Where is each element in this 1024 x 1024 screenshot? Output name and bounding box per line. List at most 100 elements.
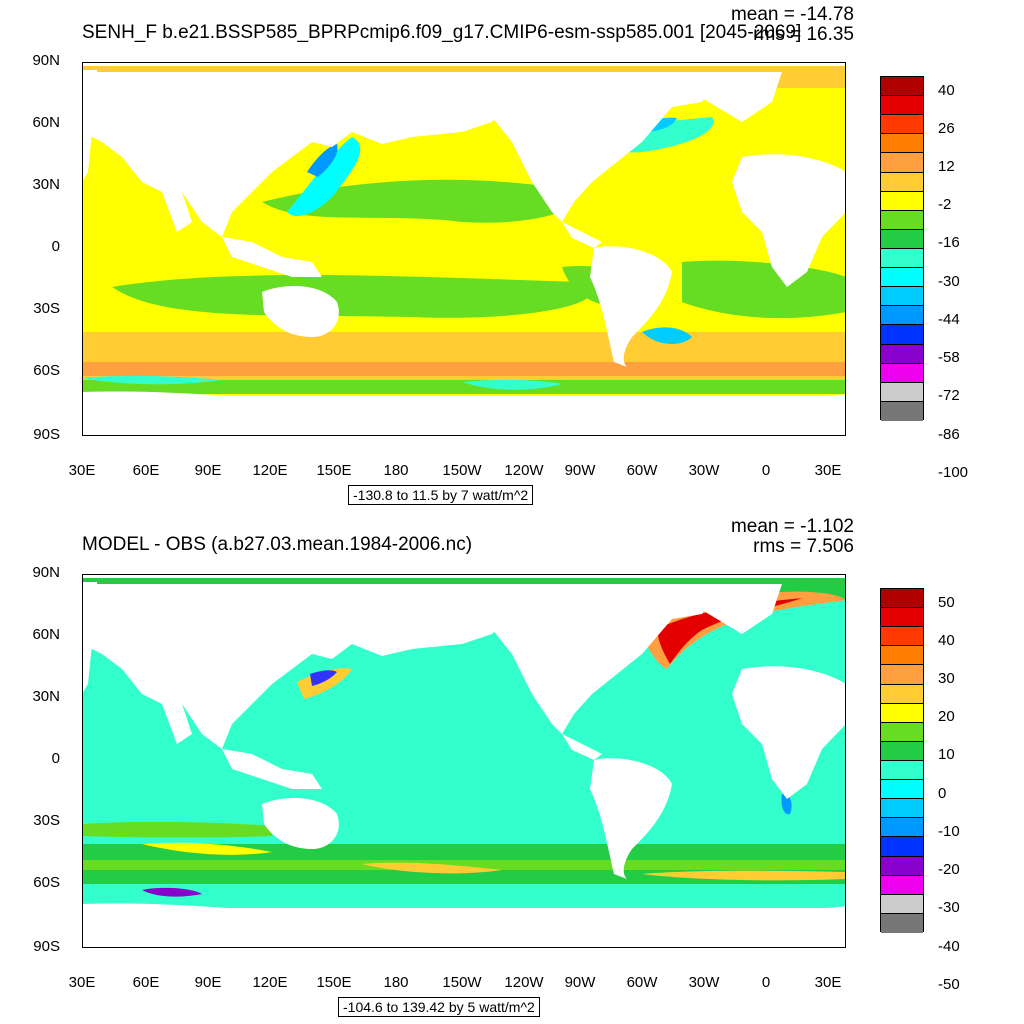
legend-label: -58 bbox=[938, 349, 960, 367]
legend-swatch bbox=[881, 913, 923, 933]
lat-label: 60S bbox=[33, 874, 60, 891]
legend-swatch bbox=[881, 646, 923, 666]
legend-swatch bbox=[881, 344, 923, 364]
legend-swatch bbox=[881, 856, 923, 876]
legend-label: -10 bbox=[938, 822, 960, 840]
legend-label: 26 bbox=[938, 119, 955, 137]
lon-label: 150W bbox=[442, 462, 482, 479]
legend-label: 0 bbox=[938, 784, 947, 802]
legend-label: 12 bbox=[938, 158, 955, 175]
legend-label: -30 bbox=[938, 899, 960, 917]
color-legend bbox=[880, 76, 924, 421]
lon-label: 30E bbox=[814, 974, 842, 991]
lon-label: 120W bbox=[504, 974, 544, 991]
lat-label: 90S bbox=[33, 938, 60, 955]
panel-senh-f: mean = -14.78 rms = 16.35 SENH_F b.e21.B… bbox=[32, 4, 969, 505]
lat-label: 60N bbox=[32, 626, 60, 643]
lon-label: 60W bbox=[626, 462, 658, 479]
color-legend bbox=[880, 588, 924, 933]
legend-swatch bbox=[881, 608, 923, 628]
legend-swatch bbox=[881, 818, 923, 838]
lat-label: 60S bbox=[33, 362, 60, 379]
lon-label: 150E bbox=[316, 462, 352, 479]
legend-label: -16 bbox=[938, 234, 960, 252]
legend-label: 30 bbox=[938, 670, 955, 687]
lat-label: 30N bbox=[32, 176, 60, 193]
legend-swatch bbox=[881, 684, 923, 704]
lat-label: 60N bbox=[32, 114, 60, 131]
legend-swatch bbox=[881, 780, 923, 800]
mean-value: mean = -14.78 bbox=[730, 4, 854, 25]
lon-label: 120E bbox=[252, 462, 288, 479]
legend-swatch bbox=[881, 894, 923, 914]
legend-swatch bbox=[881, 760, 923, 781]
legend-swatch bbox=[881, 210, 923, 230]
lon-label: 120E bbox=[252, 974, 288, 991]
legend-swatch bbox=[881, 703, 923, 723]
lon-label: 90E bbox=[194, 974, 222, 991]
lon-label: 0 bbox=[761, 974, 771, 991]
lon-label: 60W bbox=[626, 974, 658, 991]
legend-swatch bbox=[881, 875, 923, 895]
legend-label: 10 bbox=[938, 746, 955, 764]
legend-label: -2 bbox=[938, 196, 952, 214]
legend-swatch bbox=[881, 382, 923, 402]
legend-swatch bbox=[881, 401, 923, 421]
legend-label: -86 bbox=[938, 425, 960, 443]
lon-label: 180 bbox=[383, 462, 409, 479]
legend-swatch bbox=[881, 627, 923, 647]
contour-info: -104.6 to 139.42 by 5 watt/m^2 bbox=[338, 997, 540, 1017]
lat-label: 0 bbox=[51, 750, 60, 767]
legend-swatch bbox=[881, 248, 923, 269]
panel-model-obs: mean = -1.102 rms = 7.506 MODEL - OBS (a… bbox=[0, 512, 1024, 1024]
legend-label: -20 bbox=[938, 861, 960, 879]
legend-swatch bbox=[881, 325, 923, 345]
lon-label: 150E bbox=[316, 974, 352, 991]
legend-label: -50 bbox=[938, 975, 960, 993]
legend-swatch bbox=[881, 665, 923, 685]
lon-label: 60E bbox=[132, 974, 160, 991]
legend-label: 20 bbox=[938, 708, 955, 726]
legend-swatch bbox=[881, 134, 923, 154]
lat-label: 90N bbox=[32, 52, 60, 69]
legend-swatch bbox=[881, 837, 923, 857]
legend-label: -100 bbox=[938, 463, 969, 481]
legend-swatch bbox=[881, 115, 923, 135]
legend-swatch bbox=[881, 306, 923, 326]
lon-label: 30E bbox=[68, 462, 96, 479]
lat-label: 30N bbox=[32, 688, 60, 705]
legend-swatch bbox=[881, 77, 923, 97]
lon-label: 30W bbox=[688, 974, 720, 991]
lon-label: 180 bbox=[383, 974, 409, 991]
legend-swatch bbox=[881, 799, 923, 819]
legend-swatch bbox=[881, 287, 923, 307]
lon-label: 90W bbox=[564, 462, 596, 479]
legend-swatch bbox=[881, 589, 923, 609]
lon-label: 30W bbox=[688, 462, 720, 479]
legend-label: -72 bbox=[938, 387, 960, 405]
legend-swatch bbox=[881, 722, 923, 742]
lat-label: 30S bbox=[33, 812, 60, 829]
legend-swatch bbox=[881, 268, 923, 288]
lon-label: 90W bbox=[564, 974, 596, 991]
contour-info: -130.8 to 11.5 by 7 watt/m^2 bbox=[348, 485, 534, 505]
lon-label: 30E bbox=[68, 974, 96, 991]
lon-label: 90E bbox=[194, 462, 222, 479]
lon-label: 30E bbox=[814, 462, 842, 479]
legend-swatch bbox=[881, 191, 923, 211]
legend-label: 50 bbox=[938, 593, 955, 611]
mean-value: mean = -1.102 bbox=[730, 516, 854, 537]
rms-value: rms = 16.35 bbox=[753, 24, 854, 45]
lon-label: 60E bbox=[132, 462, 160, 479]
lat-label: 90S bbox=[33, 426, 60, 443]
panel-title: MODEL - OBS (a.b27.03.mean.1984-2006.nc) bbox=[82, 534, 473, 555]
legend-swatch bbox=[881, 172, 923, 192]
legend-label: -30 bbox=[938, 272, 960, 290]
contour-map bbox=[82, 574, 846, 948]
legend-swatch bbox=[881, 363, 923, 383]
legend-swatch bbox=[881, 229, 923, 249]
panel-title: SENH_F b.e21.BSSP585_BPRPcmip6.f09_g17.C… bbox=[82, 22, 802, 43]
lat-label: 90N bbox=[32, 564, 60, 581]
lon-label: 150W bbox=[442, 974, 482, 991]
legend-label: 40 bbox=[938, 631, 955, 649]
